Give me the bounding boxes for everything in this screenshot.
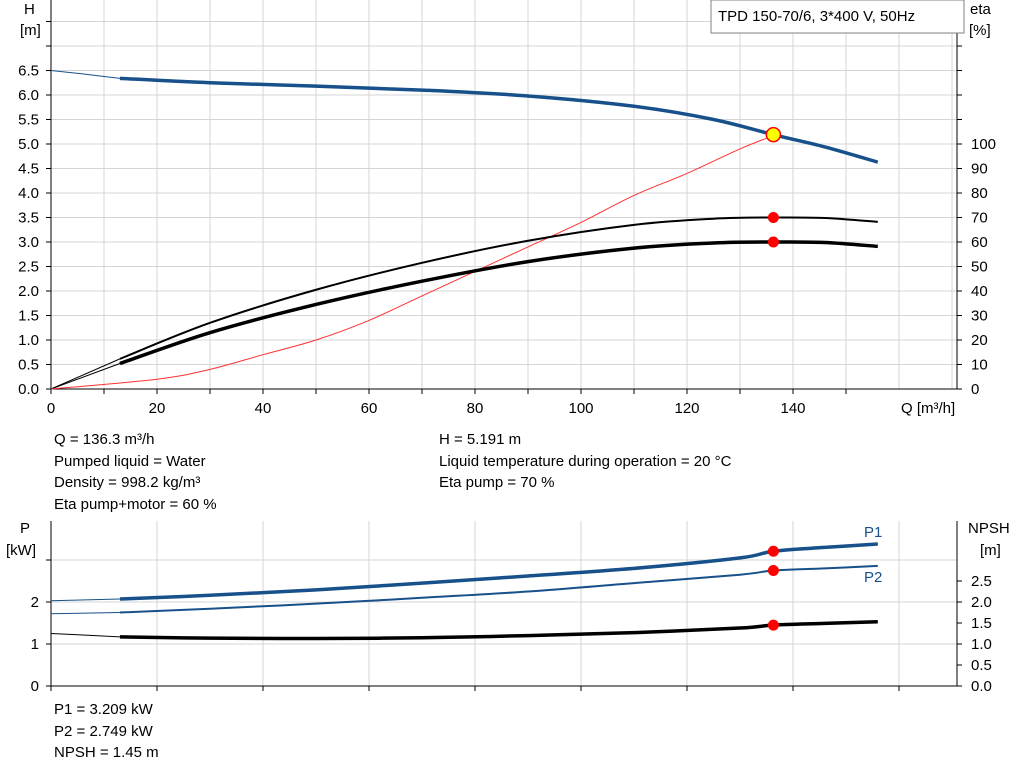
npsh-axis-tick-label: 0.5 [971,657,992,674]
duty-point-marker [767,545,779,557]
npsh-axis-tick-label: 2.5 [971,573,992,590]
eta-axis-tick-label: 100 [971,136,996,153]
q-axis-tick-label: 120 [674,400,699,417]
eta-axis-label: eta [970,1,992,18]
top-plot-frame [46,0,962,394]
eta-thin-curve [50,133,778,390]
npsh-axis-label: NPSH [968,520,1010,537]
info-eta-pump-motor: Eta pump+motor = 60 % [54,495,217,513]
h-axis-tick-label: 6.5 [18,63,39,80]
h-axis-unit: [m] [20,22,41,39]
eta-axis-tick-label: 10 [971,357,988,374]
eta-axis-tick-label: 0 [971,381,979,398]
p1-series-label: P1 [864,524,882,541]
h-axis-tick-label: 5.5 [18,112,39,129]
info-p1: P1 = 3.209 kW [54,701,153,718]
q-axis-tick-label: 40 [255,400,272,417]
p1-curve [119,542,878,601]
h-axis-tick-label: 5.0 [18,136,39,153]
eta-axis-tick-label: 90 [971,161,988,178]
eta-axis-tick-label: 70 [971,210,988,227]
p2-curve [119,564,878,614]
head-curve-extension [50,70,120,79]
eta-axis-tick-label: 80 [971,185,988,202]
q-axis-tick-label: 80 [467,400,484,417]
h-axis-tick-label: 0.0 [18,381,39,398]
eta-axis-tick-label: 40 [971,283,988,300]
h-axis-tick-label: 4.0 [18,185,39,202]
duty-point-marker [767,236,779,248]
npsh-axis-unit: [m] [980,542,1001,559]
bottom-plot-frame [46,521,962,691]
p-axis-tick-label: 2 [31,594,39,611]
q-axis-tick-label: 20 [149,400,166,417]
h-axis-tick-label: 0.5 [18,357,39,374]
head-curve [119,76,879,164]
info-liquid-temperature: Liquid temperature during operation = 20… [439,452,732,470]
operating-point-marker [765,126,782,143]
npsh-axis-tick-label: 2.0 [971,594,992,611]
bottom-info: P1 = 3.209 kW P2 = 2.749 kW NPSH = 1.45 … [54,699,159,764]
q-axis-tick-label: 60 [361,400,378,417]
npsh-curve-extension [50,633,120,638]
p2-curve-extension [50,612,120,615]
p2-series-label: P2 [864,569,882,586]
top-info-right: H = 5.191 m Liquid temperature during op… [439,429,731,494]
q-axis-label: Q [m³/h] [901,400,955,417]
top-plot-labels: 0.0 0.5 1.0 1.5 2.0 2.5 3.0 3.5 4.0 4.5 5.0 5.5 6.0 6… [18,1,996,417]
p-axis-label: P [20,520,30,537]
h-axis-tick-label: 2.5 [18,259,39,276]
p-axis-tick-label: 1 [31,636,39,653]
p-axis-unit: [kW] [6,542,36,559]
npsh-axis-tick-label: 1.5 [971,615,992,632]
h-axis-tick-label: 2.0 [18,283,39,300]
title-box-text: TPD 150-70/6, 3*400 V, 50Hz [718,8,915,25]
title-box: TPD 150-70/6, 3*400 V, 50Hz [710,0,965,34]
eta-axis-tick-label: 20 [971,332,988,349]
eta-curve-2-extension [50,363,121,390]
top-plot-curves [50,70,879,390]
h-axis-tick-label: 4.5 [18,161,39,178]
duty-point-marker [767,565,779,577]
q-axis-tick-label: 0 [47,400,55,417]
duty-point-marker [767,619,779,631]
info-head: H = 5.191 m [439,431,522,448]
p1-curve-extension [50,598,120,602]
info-eta-pump: Eta pump = 70 % [439,474,555,491]
info-p2: P2 = 2.749 kW [54,722,153,740]
info-pumped-liquid: Pumped liquid = Water [54,452,206,470]
p-axis-tick-label: 0 [31,678,39,695]
bottom-plot-grid [51,521,957,686]
h-axis-label: H [24,1,35,18]
q-axis-tick-label: 140 [780,400,805,417]
duty-point-marker [767,212,779,223]
q-axis-tick-label: 100 [568,400,593,417]
eta-axis-tick-label: 60 [971,234,988,251]
eta-pump-curve [119,216,878,360]
eta-axis-unit: [%] [969,22,991,39]
bottom-plot-labels: 0 1 2 0.0 0.5 1.0 1.5 2.0 2.5 P [kW] NPSH [m] P1 P2 [6,520,1010,695]
h-axis-tick-label: 1.0 [18,332,39,349]
eta-axis-tick-label: 30 [971,308,988,325]
top-info-left: Q = 136.3 m³/h Pumped liquid = Water Den… [54,429,217,515]
npsh-axis-tick-label: 0.0 [971,678,992,695]
h-axis-tick-label: 1.5 [18,308,39,325]
info-flow: Q = 136.3 m³/h [54,431,155,448]
npsh-axis-tick-label: 1.0 [971,636,992,653]
info-npsh: NPSH = 1.45 m [54,744,159,761]
h-axis-tick-label: 3.0 [18,234,39,251]
h-axis-tick-label: 6.0 [18,87,39,104]
eta-axis-tick-label: 50 [971,259,988,276]
npsh-curve [119,619,878,641]
eta-curve-1-extension [50,358,121,390]
eta-pump-motor-curve [119,240,878,366]
h-axis-tick-label: 3.5 [18,210,39,227]
bottom-plot-curves [50,542,878,641]
info-density: Density = 998.2 kg/m³ [54,474,201,491]
